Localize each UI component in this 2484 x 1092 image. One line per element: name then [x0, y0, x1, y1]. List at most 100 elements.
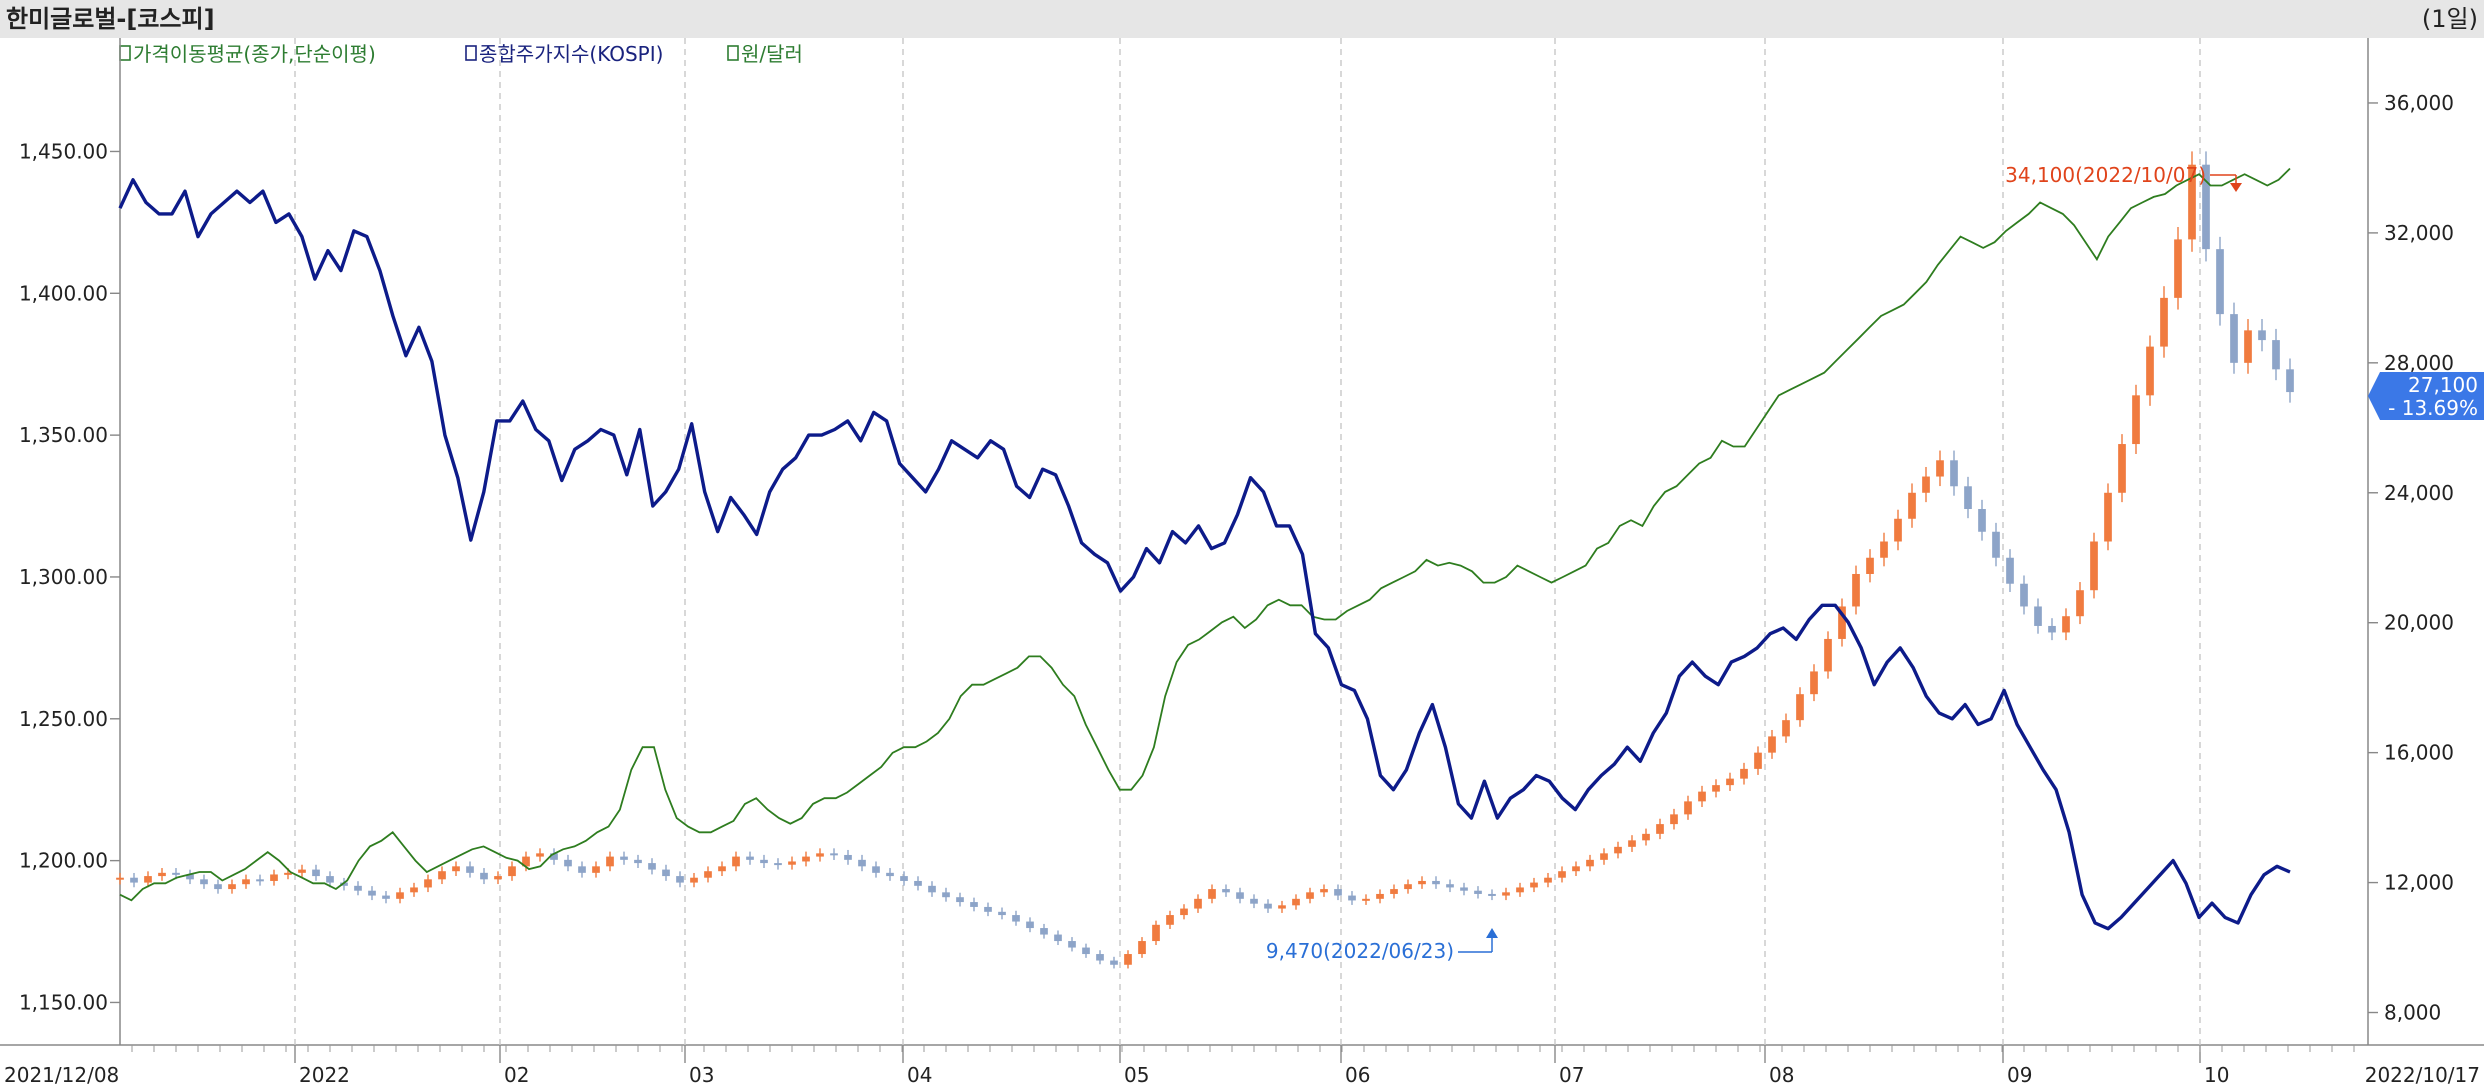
candle-body	[396, 892, 404, 899]
candle-body	[1712, 785, 1720, 792]
candle-body	[1096, 954, 1104, 961]
legend-label-ma: 가격이동평균(종가,단순이평)	[133, 42, 376, 66]
legend-swatch-ma	[119, 45, 131, 61]
candle-body	[368, 890, 376, 896]
left-tick-label: 1,400.00	[19, 281, 108, 305]
x-tick-label: 10	[2204, 1063, 2229, 1087]
left-tick-label: 1,150.00	[19, 990, 108, 1014]
candle-body	[718, 866, 726, 872]
price-candles	[116, 151, 2294, 969]
candle-body	[1628, 840, 1636, 847]
candle-body	[1208, 889, 1216, 899]
candle-body	[1446, 884, 1454, 888]
candle-body	[1600, 853, 1608, 860]
candle-body	[1404, 884, 1412, 890]
min-annotation-label: 9,470(2022/06/23)	[1266, 939, 1454, 963]
candle-body	[1320, 889, 1328, 893]
candle-body	[998, 911, 1006, 916]
candle-body	[676, 876, 684, 883]
candle-body	[1306, 892, 1314, 899]
candle-body	[1614, 846, 1622, 854]
min-annotation-arrow	[1486, 928, 1498, 938]
candle-body	[620, 856, 628, 860]
candle-body	[2174, 239, 2182, 298]
candle-body	[1894, 518, 1902, 542]
x-tick-label: 09	[2007, 1063, 2032, 1087]
candle-body	[1278, 905, 1286, 909]
candle-body	[438, 871, 446, 880]
x-tick-label: 04	[907, 1063, 932, 1087]
candle-body	[1908, 492, 1916, 519]
grid	[294, 38, 2201, 1045]
candle-body	[1754, 752, 1762, 769]
candle-body	[1068, 941, 1076, 948]
candle-body	[382, 895, 390, 899]
candle-body	[2048, 625, 2056, 633]
candle-body	[1726, 778, 1734, 786]
candle-body	[2006, 557, 2014, 584]
candle-body	[704, 871, 712, 878]
candle-body	[1684, 801, 1692, 815]
candle-body	[2062, 616, 2070, 633]
candle-body	[1376, 893, 1384, 899]
candle-body	[2034, 606, 2042, 626]
candle-body	[858, 859, 866, 867]
candle-body	[690, 877, 698, 883]
candle-body	[1768, 736, 1776, 753]
candle-body	[1040, 928, 1048, 935]
last-change-label: - 13.69%	[2388, 396, 2478, 420]
candle-body	[270, 874, 278, 881]
legend-swatch-usdkrw	[727, 45, 739, 61]
candle-body	[1082, 947, 1090, 955]
candle-body	[536, 853, 544, 857]
candle-body	[2160, 297, 2168, 347]
candle-body	[1838, 606, 1846, 639]
candle-body	[2202, 164, 2210, 250]
candle-body	[2104, 492, 2112, 542]
legend-label-kospi: 종합주가지수(KOSPI)	[479, 42, 663, 66]
candle-body	[1852, 573, 1860, 607]
x-tick-label: 08	[1769, 1063, 1794, 1087]
candle-body	[1992, 531, 2000, 558]
candle-body	[1530, 882, 1538, 888]
right-axis: 8,000 12,000 16,000 20,000 24,000 28,000 32,00…	[2368, 91, 2454, 1025]
candle-body	[1054, 934, 1062, 942]
candle-body	[1292, 898, 1300, 906]
candle-body	[466, 866, 474, 873]
right-tick-label: 32,000	[2384, 221, 2454, 245]
candle-body	[592, 866, 600, 873]
candle-body	[340, 882, 348, 886]
candle-body	[816, 853, 824, 857]
candle-body	[494, 876, 502, 880]
title-bar	[0, 0, 2484, 38]
candle-body	[242, 879, 250, 885]
candle-body	[1460, 887, 1468, 891]
candle-body	[900, 876, 908, 881]
candle-body	[1978, 509, 1986, 532]
x-tick-label: 2022	[299, 1063, 350, 1087]
candle-body	[634, 859, 642, 864]
candle-body	[1824, 638, 1832, 672]
candle-body	[1558, 871, 1566, 878]
x-tick-label: 07	[1559, 1063, 1584, 1087]
candle-body	[1180, 908, 1188, 916]
candle-body	[1544, 877, 1552, 883]
candle-body	[1810, 671, 1818, 695]
right-tick-label: 12,000	[2384, 871, 2454, 895]
candle-body	[1670, 814, 1678, 825]
right-tick-label: 24,000	[2384, 481, 2454, 505]
min-annotation: 9,470(2022/06/23)	[1266, 928, 1498, 963]
candle-body	[1474, 890, 1482, 894]
candle-body	[116, 877, 124, 880]
right-tick-label: 20,000	[2384, 611, 2454, 635]
candle-body	[354, 885, 362, 891]
candle-body	[1138, 941, 1146, 955]
candle-body	[844, 854, 852, 860]
candle-body	[480, 872, 488, 880]
candle-body	[942, 892, 950, 898]
x-tick-label: 03	[689, 1063, 714, 1087]
left-tick-label: 1,200.00	[19, 849, 108, 873]
candle-body	[788, 861, 796, 865]
candle-body	[1880, 541, 1888, 558]
candle-body	[2216, 249, 2224, 315]
